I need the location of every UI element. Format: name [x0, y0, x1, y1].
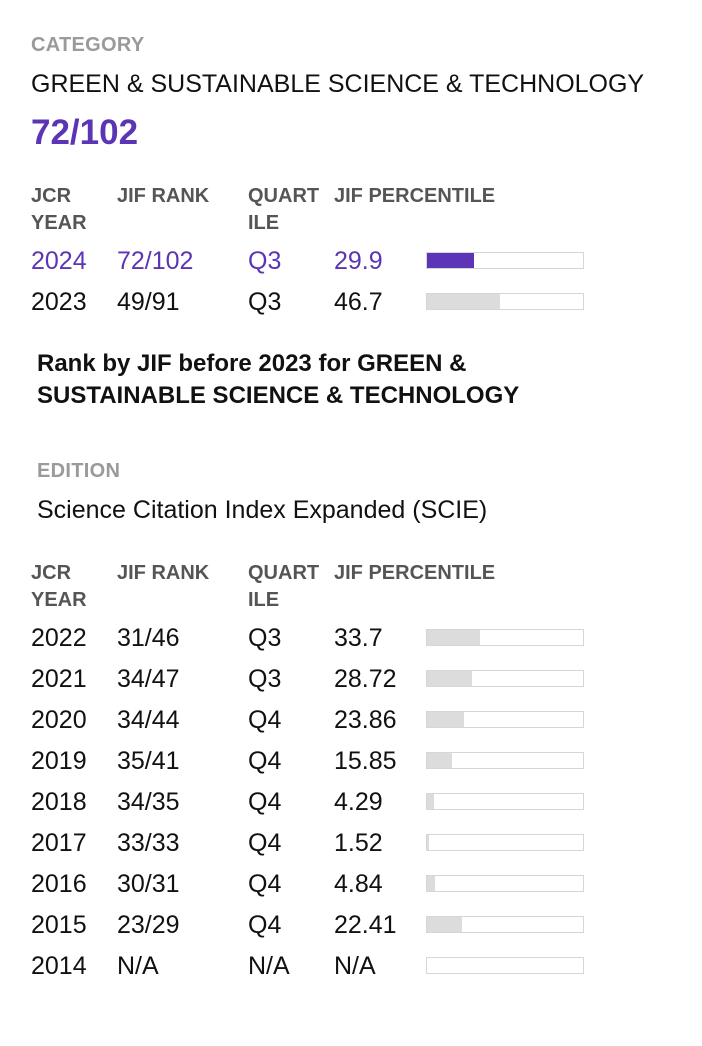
quartile-cell: Q4 — [248, 911, 282, 939]
quartile-cell: Q4 — [248, 829, 282, 857]
quartile-cell: Q4 — [248, 747, 282, 775]
header-quartile: QUART ILE — [248, 185, 320, 234]
quartile-cell: Q4 — [248, 788, 282, 816]
header-quartile: QUART ILE — [248, 562, 320, 611]
percentile-cell: 23.86 — [334, 706, 397, 734]
percentile-bar — [426, 793, 584, 810]
percentile-bar — [426, 752, 584, 769]
rank-cell: 33/33 — [117, 829, 180, 857]
percentile-cell: 4.84 — [334, 870, 383, 898]
table-row: 2017 33/33 Q4 1.52 — [31, 825, 671, 861]
rank-cell: 23/29 — [117, 911, 180, 939]
rank-cell: 34/47 — [117, 665, 180, 693]
rank-cell: 72/102 — [117, 247, 194, 275]
percentile-bar — [426, 957, 584, 974]
year-cell: 2017 — [31, 829, 87, 857]
table-row: 2023 49/91 Q3 46.7 — [31, 284, 671, 320]
rank-cell: 35/41 — [117, 747, 180, 775]
year-cell: 2022 — [31, 624, 87, 652]
table-row: 2022 31/46 Q3 33.7 — [31, 620, 671, 656]
edition-name: Science Citation Index Expanded (SCIE) — [37, 496, 488, 524]
percentile-bar — [426, 916, 584, 933]
header-jif-percentile: JIF PERCENTILE — [334, 562, 496, 584]
table-row: 2016 30/31 Q4 4.84 — [31, 866, 671, 902]
table-row: 2014 N/A N/A N/A — [31, 948, 671, 984]
percentile-bar-fill — [427, 876, 435, 891]
header-jcr-year: JCR YEAR — [31, 562, 87, 611]
header-jif-percentile: JIF PERCENTILE — [334, 185, 496, 207]
quartile-cell: Q3 — [248, 288, 282, 316]
percentile-bar — [426, 711, 584, 728]
edition-label: EDITION — [37, 460, 121, 482]
percentile-cell: 22.41 — [334, 911, 397, 939]
year-cell: 2019 — [31, 747, 87, 775]
table-row: 2018 34/35 Q4 4.29 — [31, 784, 671, 820]
percentile-bar — [426, 252, 584, 269]
percentile-bar — [426, 670, 584, 687]
percentile-bar-fill — [427, 294, 500, 309]
table-row: 2020 34/44 Q4 23.86 — [31, 702, 671, 738]
table-row: 2021 34/47 Q3 28.72 — [31, 661, 671, 697]
rank-cell: 34/35 — [117, 788, 180, 816]
year-cell: 2016 — [31, 870, 87, 898]
quartile-cell: Q3 — [248, 665, 282, 693]
header-jcr-year: JCR YEAR — [31, 185, 87, 234]
percentile-bar-fill — [427, 671, 472, 686]
quartile-cell: Q4 — [248, 706, 282, 734]
year-cell: 2018 — [31, 788, 87, 816]
category-name: GREEN & SUSTAINABLE SCIENCE & TECHNOLOGY — [31, 70, 645, 98]
rank-cell: 31/46 — [117, 624, 180, 652]
year-cell: 2014 — [31, 952, 87, 980]
header-jif-rank: JIF RANK — [117, 185, 210, 207]
percentile-bar-fill — [427, 253, 474, 268]
history-table-header: JCR YEAR JIF RANK QUART ILE JIF PERCENTILE — [31, 560, 671, 616]
percentile-bar-fill — [427, 753, 452, 768]
percentile-cell: N/A — [334, 952, 376, 980]
category-label: CATEGORY — [31, 34, 145, 56]
current-table-header: JCR YEAR JIF RANK QUART ILE JIF PERCENTILE — [31, 183, 671, 239]
percentile-bar — [426, 875, 584, 892]
quartile-cell: Q4 — [248, 870, 282, 898]
percentile-bar — [426, 629, 584, 646]
percentile-bar — [426, 293, 584, 310]
rank-cell: 30/31 — [117, 870, 180, 898]
percentile-bar-fill — [427, 712, 465, 727]
year-cell: 2021 — [31, 665, 87, 693]
year-cell: 2024 — [31, 247, 87, 275]
percentile-cell: 29.9 — [334, 247, 383, 275]
category-rank: 72/102 — [31, 113, 139, 152]
year-cell: 2015 — [31, 911, 87, 939]
percentile-cell: 28.72 — [334, 665, 397, 693]
rank-cell: N/A — [117, 952, 159, 980]
header-jif-rank: JIF RANK — [117, 562, 210, 584]
table-row: 2019 35/41 Q4 15.85 — [31, 743, 671, 779]
table-row: 2015 23/29 Q4 22.41 — [31, 907, 671, 943]
percentile-bar-fill — [427, 794, 434, 809]
percentile-cell: 4.29 — [334, 788, 383, 816]
percentile-cell: 33.7 — [334, 624, 383, 652]
percentile-cell: 15.85 — [334, 747, 397, 775]
rank-cell: 34/44 — [117, 706, 180, 734]
quartile-cell: Q3 — [248, 624, 282, 652]
year-cell: 2023 — [31, 288, 87, 316]
percentile-bar-fill — [427, 917, 462, 932]
quartile-cell: Q3 — [248, 247, 282, 275]
rank-cell: 49/91 — [117, 288, 180, 316]
quartile-cell: N/A — [248, 952, 290, 980]
percentile-bar-fill — [427, 835, 430, 850]
percentile-bar — [426, 834, 584, 851]
percentile-bar-fill — [427, 630, 480, 645]
percentile-cell: 46.7 — [334, 288, 383, 316]
table-row: 2024 72/102 Q3 29.9 — [31, 243, 671, 279]
percentile-cell: 1.52 — [334, 829, 383, 857]
history-title: Rank by JIF before 2023 for GREEN & SUST… — [37, 350, 520, 409]
year-cell: 2020 — [31, 706, 87, 734]
